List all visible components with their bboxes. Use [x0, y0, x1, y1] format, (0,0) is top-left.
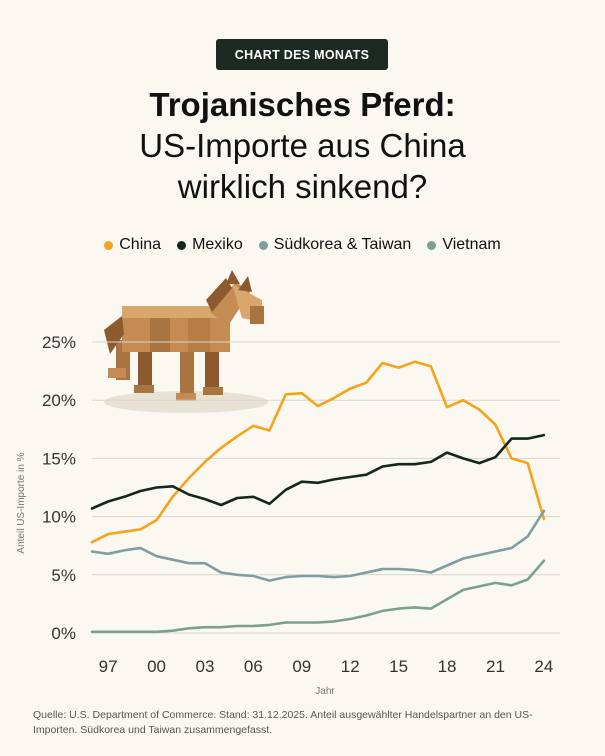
legend-label: Südkorea & Taiwan — [273, 236, 412, 253]
y-axis-ticks: 0% 5% 10% 15% 20% 25% — [42, 333, 76, 643]
x-tick-label: 18 — [438, 657, 457, 676]
y-axis-label: Anteil US-Importe in % — [16, 452, 27, 553]
source-note: Quelle: U.S. Department of Commerce. Sta… — [33, 709, 533, 736]
x-tick-label: 06 — [244, 657, 263, 676]
trojan-horse-icon — [104, 270, 268, 413]
series-line-0 — [90, 360, 546, 544]
x-axis-label: Jahr — [315, 686, 335, 697]
x-tick-label: 03 — [196, 657, 215, 676]
page-title: Trojanisches Pferd: US-Importe aus China… — [0, 84, 605, 207]
series-line-1 — [90, 433, 546, 510]
legend-label: Vietnam — [442, 236, 501, 253]
legend-label: Mexiko — [192, 236, 243, 253]
title-line-2: US-Importe aus China — [139, 127, 466, 164]
chart-legend: China Mexiko Südkorea & Taiwan Vietnam — [0, 236, 605, 254]
chart-series — [90, 360, 546, 634]
y-tick-label: 25% — [42, 333, 76, 352]
legend-item-3: Vietnam — [427, 236, 501, 254]
legend-item-2: Südkorea & Taiwan — [258, 236, 412, 254]
legend-label: China — [119, 236, 162, 253]
legend-item-1: Mexiko — [177, 236, 243, 254]
x-tick-label: 21 — [486, 657, 505, 676]
legend-item-0: China — [104, 236, 161, 254]
x-tick-label: 00 — [147, 657, 166, 676]
legend-dot-icon — [258, 240, 268, 250]
legend-dot-icon — [177, 240, 187, 250]
y-tick-label: 5% — [51, 566, 76, 585]
y-tick-label: 20% — [42, 391, 76, 410]
x-tick-label: 15 — [389, 657, 408, 676]
x-tick-label: 97 — [99, 657, 118, 676]
y-tick-label: 10% — [42, 508, 76, 527]
x-axis-ticks: 97 00 03 06 09 12 15 18 21 24 — [99, 657, 554, 676]
series-line-3 — [90, 559, 546, 634]
y-tick-label: 15% — [42, 449, 76, 468]
title-line-1: Trojanisches Pferd: — [149, 86, 456, 123]
x-tick-label: 12 — [341, 657, 360, 676]
chart-grid — [92, 341, 560, 634]
x-tick-label: 09 — [292, 657, 311, 676]
series-line-2 — [90, 509, 546, 582]
line-chart: 0% 5% 10% 15% 20% 25% 97 00 03 06 09 12 15 18 21 24 An… — [16, 270, 560, 697]
y-tick-label: 0% — [51, 624, 76, 643]
legend-dot-icon — [427, 240, 437, 250]
legend-dot-icon — [104, 240, 114, 250]
title-line-3: wirklich sinkend? — [177, 168, 428, 205]
chart-of-month-badge: CHART DES MONATS — [216, 39, 388, 70]
x-tick-label: 24 — [534, 657, 553, 676]
